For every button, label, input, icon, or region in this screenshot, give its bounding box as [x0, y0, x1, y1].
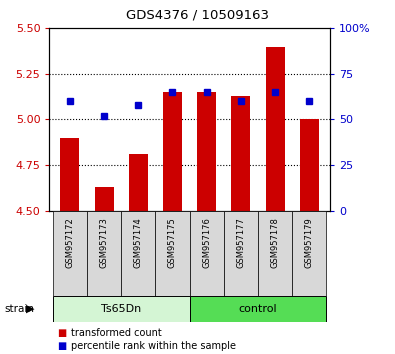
- Bar: [121, 211, 155, 296]
- Bar: [231, 96, 250, 211]
- Bar: [95, 187, 113, 211]
- Bar: [60, 138, 79, 211]
- Bar: [53, 211, 87, 296]
- Text: GSM957175: GSM957175: [168, 217, 177, 268]
- Bar: [190, 211, 224, 296]
- Bar: [258, 211, 292, 296]
- Text: GSM957172: GSM957172: [66, 217, 74, 268]
- Bar: [163, 92, 182, 211]
- Text: strain: strain: [4, 304, 34, 314]
- Text: transformed count: transformed count: [71, 329, 162, 338]
- Text: ■: ■: [57, 341, 66, 351]
- Text: GSM957173: GSM957173: [100, 217, 109, 268]
- Bar: [266, 46, 284, 211]
- Bar: [87, 211, 121, 296]
- Bar: [155, 211, 190, 296]
- Text: GSM957176: GSM957176: [202, 217, 211, 268]
- Bar: [197, 92, 216, 211]
- Text: ■: ■: [57, 329, 66, 338]
- Bar: [53, 296, 190, 322]
- Text: GSM957174: GSM957174: [134, 217, 143, 268]
- Bar: [190, 296, 326, 322]
- Text: GSM957178: GSM957178: [271, 217, 280, 268]
- Text: percentile rank within the sample: percentile rank within the sample: [71, 341, 236, 351]
- Text: ▶: ▶: [26, 304, 34, 314]
- Text: GSM957179: GSM957179: [305, 217, 314, 268]
- Bar: [224, 211, 258, 296]
- Text: GDS4376 / 10509163: GDS4376 / 10509163: [126, 9, 269, 22]
- Bar: [300, 120, 319, 211]
- Bar: [129, 154, 148, 211]
- Bar: [292, 211, 326, 296]
- Text: Ts65Dn: Ts65Dn: [101, 304, 141, 314]
- Text: GSM957177: GSM957177: [236, 217, 245, 268]
- Text: control: control: [239, 304, 277, 314]
